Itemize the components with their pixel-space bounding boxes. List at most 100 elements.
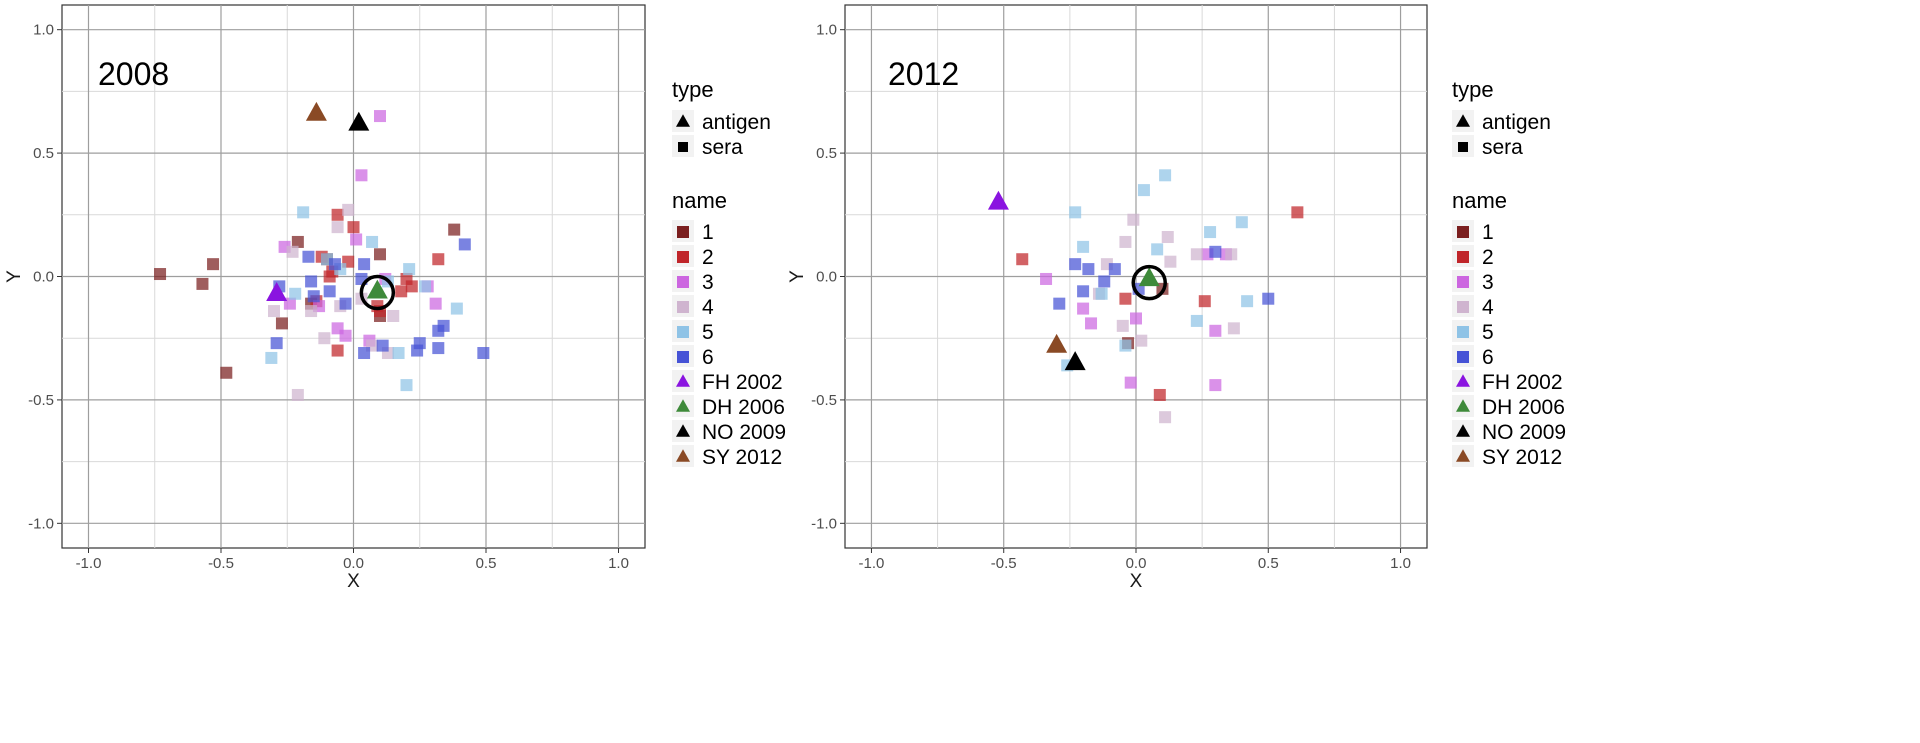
sera-point-group-4 <box>1135 334 1148 347</box>
legend-name-label: NO 2009 <box>1482 421 1566 444</box>
sera-point-group-5 <box>403 263 416 276</box>
sera-point-group-6 <box>270 337 283 350</box>
sera-point-group-6 <box>1082 263 1095 276</box>
sera-point-group-5 <box>1190 314 1203 327</box>
sera-point-group-6 <box>305 275 318 288</box>
legend-name-triangle-icon <box>676 449 690 462</box>
legend-name-square-icon <box>677 276 689 288</box>
sera-point-group-6 <box>302 250 315 263</box>
antigen-point-no-2009 <box>1064 351 1086 371</box>
legend-name-triangle-icon <box>1456 449 1470 462</box>
legend-name-triangle-icon <box>1456 424 1470 437</box>
sera-point-group-2 <box>331 344 344 357</box>
legend-name-square-icon <box>677 251 689 263</box>
legend-name-square-icon <box>1457 351 1469 363</box>
y-tick-label: 0.5 <box>33 145 54 162</box>
sera-point-group-5 <box>400 379 413 392</box>
y-tick-label: -0.5 <box>811 392 837 409</box>
legend-name-label: 1 <box>702 221 714 244</box>
sera-point-group-6 <box>437 319 450 332</box>
sera-point-group-5 <box>1151 243 1164 256</box>
sera-point-group-4 <box>1161 231 1174 244</box>
y-tick-label: 1.0 <box>33 22 54 39</box>
sera-point-group-6 <box>413 337 426 350</box>
y-tick-label: 1.0 <box>816 22 837 39</box>
y-tick-label: -1.0 <box>28 515 54 532</box>
sera-point-group-6 <box>1209 245 1222 258</box>
legend-name-label: 5 <box>1482 321 1494 344</box>
y-axis-title: Y <box>787 270 808 283</box>
sera-point-group-2 <box>1153 388 1166 401</box>
sera-point-group-2 <box>1198 295 1211 308</box>
sera-point-group-4 <box>1164 255 1177 268</box>
sera-point-group-1 <box>207 258 220 271</box>
sera-point-group-4 <box>387 309 400 322</box>
sera-point-group-4 <box>1159 411 1172 424</box>
sera-point-group-3 <box>350 233 363 246</box>
sera-point-group-6 <box>323 285 336 298</box>
sera-point-group-4 <box>286 245 299 258</box>
y-tick-label: -1.0 <box>811 515 837 532</box>
x-tick-label: 1.0 <box>1390 555 1411 572</box>
x-tick-label: 0.5 <box>476 555 497 572</box>
sera-point-group-5 <box>321 253 333 266</box>
sera-point-group-3 <box>355 169 368 182</box>
legend-name-label: SY 2012 <box>1482 446 1562 469</box>
legend-name-square-icon <box>677 226 689 238</box>
sera-point-group-6 <box>328 258 341 271</box>
legend-name-label: 3 <box>702 271 714 294</box>
sera-point-group-1 <box>374 248 386 261</box>
sera-point-group-6 <box>1077 285 1090 298</box>
sera-point-group-2 <box>1291 206 1304 219</box>
sera-point-group-5 <box>419 280 432 293</box>
y-tick-label: 0.0 <box>33 269 54 286</box>
antigen-points <box>266 101 388 301</box>
sera-point-group-5 <box>1077 240 1090 253</box>
legend-name-square-icon <box>677 351 689 363</box>
scatter-panel-2008: -1.0 -0.5 0.0 0.5 1.0 -1.0 -0.5 0.0 0.5 1.0 X Y 2008 <box>4 4 646 592</box>
sera-point-group-4 <box>268 305 280 318</box>
sera-point-group-6 <box>358 347 371 360</box>
sera-point-group-1 <box>275 317 288 330</box>
legend-type-title: type <box>672 77 714 102</box>
legend-name-square-icon <box>677 326 689 338</box>
sera-point-group-4 <box>342 203 355 216</box>
x-tick-label: -1.0 <box>76 555 102 572</box>
sera-point-group-5 <box>1235 216 1248 229</box>
x-tick-label: 0.0 <box>343 555 364 572</box>
antigen-point-fh-2002 <box>266 282 288 301</box>
sera-point-group-1 <box>154 268 167 281</box>
sera-point-group-5 <box>1204 226 1217 239</box>
antigen-points <box>987 190 1160 371</box>
legend-name-label: FH 2002 <box>702 371 783 394</box>
sera-point-group-3 <box>1040 272 1053 285</box>
legend-name-square-icon <box>1457 226 1469 238</box>
sera-point-group-4 <box>1127 213 1140 226</box>
legend-name-title: name <box>1452 188 1507 213</box>
sera-point-group-3 <box>374 110 386 123</box>
legend-name-square-icon <box>1457 326 1469 338</box>
legend-name-square-icon <box>1457 276 1469 288</box>
sera-point-group-2 <box>347 221 360 234</box>
sera-point-group-5 <box>265 351 278 364</box>
sera-point-group-4 <box>318 332 331 345</box>
sera-point-group-3 <box>1130 312 1142 325</box>
legend-name-label: FH 2002 <box>1482 371 1563 394</box>
legend-name-label: 2 <box>702 246 714 269</box>
legend-name-square-icon <box>1457 251 1469 263</box>
sera-point-group-6 <box>458 238 471 251</box>
x-axis-title: X <box>1130 571 1143 592</box>
sera-point-group-2 <box>432 253 445 266</box>
gridlines <box>845 5 1427 548</box>
x-axis-title: X <box>347 571 360 592</box>
sera-point-group-5 <box>1095 287 1108 300</box>
sera-point-group-5 <box>1159 169 1172 182</box>
antigen-point-sy-2012 <box>305 101 327 121</box>
sera-point-group-5 <box>1241 295 1254 308</box>
sera-point-group-3 <box>339 329 352 342</box>
legend-name-title: name <box>672 188 727 213</box>
sera-point-group-4 <box>1119 235 1132 248</box>
sera-point-group-6 <box>1262 292 1275 305</box>
legend-name-label: 4 <box>702 296 714 319</box>
y-tick-label: 0.5 <box>816 145 837 162</box>
